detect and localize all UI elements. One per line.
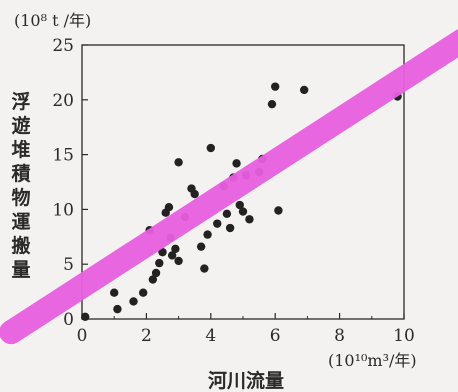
data-point [155, 258, 164, 268]
data-point [174, 256, 183, 266]
x-axis-title: 河川流量 [208, 369, 284, 392]
data-point [213, 219, 222, 228]
data-point [274, 206, 283, 215]
y-title-char: 堆 [11, 138, 30, 161]
y-title-char: 浮 [11, 90, 30, 113]
y-title-char: 物 [11, 186, 30, 209]
data-point [167, 251, 177, 260]
data-point [206, 143, 215, 153]
x-axis: 0 2 4 6 8 10 [77, 313, 415, 346]
data-point [113, 304, 122, 314]
y-tick-label: 15 [52, 146, 74, 166]
y-unit-label: (10⁸ t /年) [14, 11, 91, 30]
data-point [171, 244, 180, 254]
y-title-char: 運 [11, 211, 30, 233]
data-point [235, 200, 244, 210]
y-title-char: 遊 [11, 114, 30, 137]
data-point [267, 99, 277, 109]
highlight-band-stroke [0, 29, 458, 345]
x-tick-label: 4 [205, 326, 216, 346]
data-point [299, 85, 309, 95]
data-point [203, 230, 212, 239]
data-point [174, 158, 183, 167]
y-tick-label: 20 [52, 91, 74, 111]
y-title-char: 量 [11, 259, 30, 281]
data-point [158, 247, 167, 257]
data-point [245, 215, 254, 224]
x-tick-label: 6 [270, 326, 281, 346]
data-point [238, 207, 248, 216]
y-title-char: 積 [11, 162, 30, 185]
y-tick-label: 0 [63, 310, 74, 330]
data-point [200, 264, 209, 273]
data-point [271, 82, 280, 91]
y-tick-label: 10 [52, 200, 74, 220]
data-point [164, 203, 174, 212]
data-point [151, 268, 161, 278]
data-point [148, 275, 158, 284]
x-unit-label: (10¹⁰m³/年) [328, 351, 417, 370]
data-point [81, 312, 90, 322]
x-tick-label: 0 [77, 326, 88, 346]
highlight-band [0, 29, 458, 345]
data-point [190, 189, 199, 199]
x-tick-label: 2 [141, 326, 152, 346]
data-point [222, 209, 232, 218]
data-point [138, 288, 148, 297]
x-tick-label: 10 [393, 326, 415, 346]
data-point [129, 297, 138, 306]
data-point [196, 242, 206, 251]
x-tick-label: 8 [334, 326, 345, 346]
y-tick-label: 25 [52, 36, 74, 56]
data-point [225, 223, 235, 233]
y-tick-label: 5 [63, 255, 74, 275]
y-title-char: 搬 [11, 234, 30, 257]
data-point [232, 159, 241, 168]
data-point [110, 288, 119, 297]
